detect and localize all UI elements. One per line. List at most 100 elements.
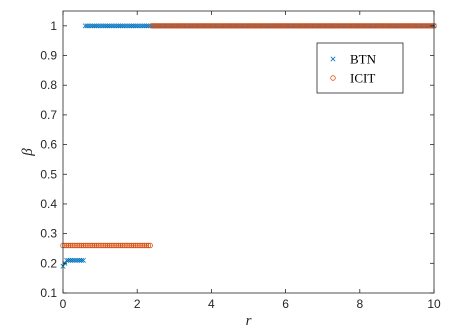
data-point xyxy=(69,242,75,249)
data-point xyxy=(234,23,241,29)
legend-marker-icit xyxy=(330,75,336,81)
data-point xyxy=(277,23,283,29)
data-point xyxy=(104,242,111,249)
data-point xyxy=(294,23,300,29)
data-point xyxy=(251,23,257,29)
data-point xyxy=(242,23,248,29)
data-point xyxy=(108,23,114,29)
data-point xyxy=(153,23,159,29)
data-point xyxy=(212,23,218,29)
data-point xyxy=(197,23,203,29)
data-point xyxy=(162,23,168,29)
data-point xyxy=(364,23,370,29)
data-point xyxy=(134,242,140,249)
data-point xyxy=(204,23,211,29)
legend-box xyxy=(316,42,404,94)
data-point xyxy=(381,23,387,29)
data-point xyxy=(316,23,322,29)
data-point xyxy=(256,23,263,29)
data-point xyxy=(418,23,424,29)
data-point xyxy=(119,242,126,249)
data-point xyxy=(182,23,189,29)
x-tick-label: 6 xyxy=(282,297,289,311)
data-point xyxy=(121,242,127,249)
y-tick-label: 0.9 xyxy=(40,49,57,63)
data-point xyxy=(388,23,395,29)
data-point xyxy=(340,23,346,29)
data-point xyxy=(167,23,174,29)
data-point xyxy=(206,23,213,29)
data-point xyxy=(89,242,96,249)
data-point xyxy=(366,23,372,29)
data-point xyxy=(412,23,419,29)
data-point xyxy=(147,242,153,249)
data-point xyxy=(62,242,68,249)
data-point xyxy=(69,257,75,263)
data-point xyxy=(128,242,135,249)
data-point xyxy=(193,23,200,29)
data-point xyxy=(384,23,391,29)
data-point xyxy=(290,23,296,29)
data-point xyxy=(103,23,109,29)
data-point xyxy=(240,23,246,29)
data-point xyxy=(164,23,170,29)
y-tick-label: 0.6 xyxy=(40,138,57,152)
data-point xyxy=(422,23,428,29)
data-point xyxy=(199,23,205,29)
y-tick-label: 0.5 xyxy=(40,167,57,181)
data-point xyxy=(373,23,380,29)
data-point xyxy=(123,23,129,29)
data-point xyxy=(97,23,103,29)
data-point xyxy=(371,23,378,29)
data-point xyxy=(97,242,103,249)
data-point xyxy=(262,23,268,29)
y-axis-label: β xyxy=(20,148,36,157)
data-point xyxy=(214,23,220,29)
data-point xyxy=(64,257,70,263)
legend: BTN ICIT xyxy=(316,42,404,94)
data-point xyxy=(201,23,207,29)
data-point xyxy=(92,23,98,29)
data-point xyxy=(362,23,369,29)
x-tick-label: 0 xyxy=(60,297,67,311)
data-point xyxy=(129,23,135,29)
data-point xyxy=(338,23,344,29)
data-point xyxy=(110,242,116,249)
data-point xyxy=(106,242,113,249)
data-point xyxy=(310,23,317,29)
data-point xyxy=(247,23,254,29)
data-point xyxy=(138,242,144,249)
data-point xyxy=(93,23,99,29)
data-point xyxy=(190,23,196,29)
data-point xyxy=(334,23,341,29)
data-point xyxy=(258,23,265,29)
data-point xyxy=(121,23,127,29)
data-point xyxy=(84,23,90,29)
y-tick-label: 0.4 xyxy=(40,197,57,211)
data-point xyxy=(353,23,359,29)
x-tick-label: 2 xyxy=(134,297,141,311)
data-point xyxy=(90,23,96,29)
data-point xyxy=(208,23,215,29)
data-point xyxy=(175,23,181,29)
data-point xyxy=(229,23,235,29)
data-point xyxy=(132,242,139,249)
data-point xyxy=(106,23,112,29)
data-point xyxy=(110,23,116,29)
data-point xyxy=(377,23,383,29)
data-point xyxy=(105,23,111,29)
data-point xyxy=(416,23,422,29)
data-point xyxy=(312,23,318,29)
data-point xyxy=(238,23,244,29)
data-point xyxy=(266,23,272,29)
data-point xyxy=(347,23,354,29)
data-point xyxy=(216,23,222,29)
data-point xyxy=(71,257,77,263)
data-point xyxy=(112,242,118,249)
legend-label-icit: ICIT xyxy=(350,71,375,86)
x-tick-label: 10 xyxy=(427,297,441,311)
data-point xyxy=(67,242,74,249)
data-point xyxy=(245,23,252,29)
data-point xyxy=(114,23,120,29)
data-point xyxy=(76,242,83,249)
